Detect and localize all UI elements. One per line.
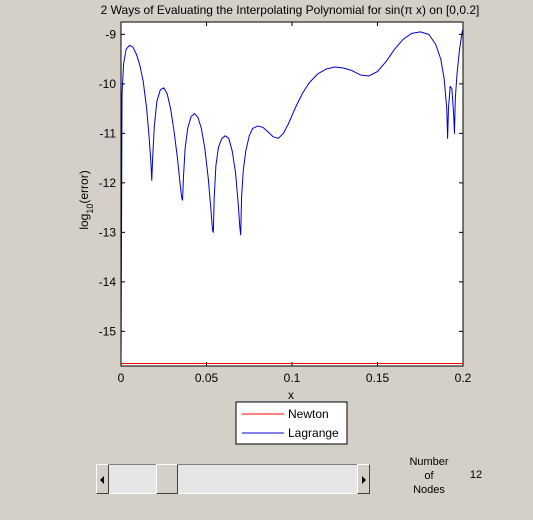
x-axis-label: x [288,388,294,402]
y-tick-label: -14 [99,275,117,289]
x-tick-label: 0.15 [366,371,390,385]
plot-area [121,22,463,366]
arrow-left-icon [100,476,104,484]
slider-increase-button[interactable] [357,464,370,494]
x-tick-label: 0 [118,371,125,385]
legend-label-lagrange: Lagrange [288,426,339,440]
number-of-nodes-label: Number of Nodes [409,456,449,496]
legend-label-newton: Newton [288,407,329,421]
x-tick-label: 0.1 [284,371,301,385]
nodes-slider[interactable] [96,463,370,495]
legend: Newton Lagrange [235,401,348,445]
y-tick-label: -13 [99,225,117,239]
y-tick-label: -10 [99,77,117,91]
series-line-lagrange [120,29,464,364]
slider-decrease-button[interactable] [96,464,109,494]
legend-box [235,401,348,445]
x-tick-label: 0.05 [195,371,219,385]
slider-thumb[interactable] [156,464,179,494]
number-of-nodes-value: 12 [469,469,483,481]
y-axis-label-subscript: 10 [85,204,95,214]
y-tick-label: -9 [105,27,116,41]
y-axis-label-rest: (error) [77,170,91,203]
arrow-right-icon [362,476,366,484]
slider-track[interactable] [109,464,357,494]
y-tick-label: -11 [100,126,117,140]
chart-title: 2 Ways of Evaluating the Interpolating P… [101,3,480,17]
y-tick-label: -12 [99,176,117,190]
y-axis-label: log10(error) [77,170,95,229]
plot-frame [120,21,464,367]
error-chart: 0 0.05 0.1 0.15 0.2 -15 -14 -13 -12 -11 -10 -9 2 Wa… [77,3,480,445]
y-tick-label: -15 [99,324,117,338]
x-tick-label: 0.2 [455,371,472,385]
y-axis-label-base: log [77,214,91,230]
